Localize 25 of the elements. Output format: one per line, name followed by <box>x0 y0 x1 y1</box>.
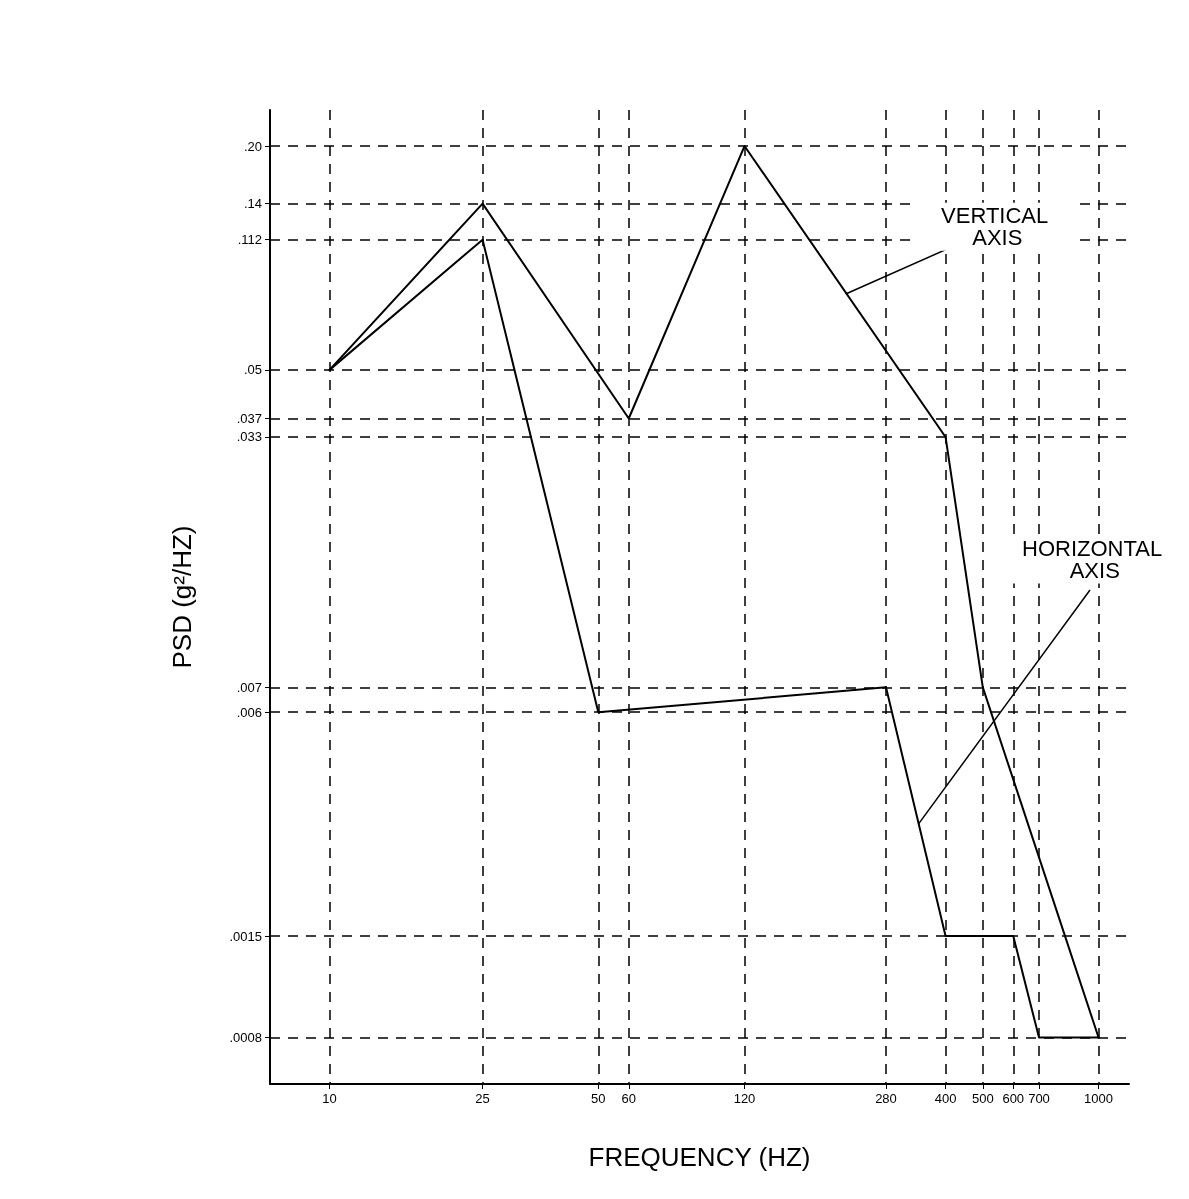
y-tick-label: .006 <box>236 704 262 720</box>
x-tick-label: 400 <box>934 1091 957 1106</box>
x-tick-label: 1000 <box>1084 1091 1114 1106</box>
x-tick-label: 120 <box>733 1091 756 1106</box>
y-tick-label: .0008 <box>229 1030 262 1046</box>
y-tick-label: .007 <box>236 679 262 695</box>
y-tick-label: .20 <box>243 138 262 154</box>
y-tick-label: .037 <box>236 410 262 426</box>
x-axis-title: FREQUENCY (HZ) <box>588 1142 811 1172</box>
y-tick-label: .05 <box>243 362 262 378</box>
annotation: HORIZONTAL AXIS <box>1022 536 1168 584</box>
x-tick-label: 25 <box>475 1091 490 1106</box>
x-tick-label: 600 <box>1002 1091 1025 1106</box>
y-tick-label: .14 <box>243 196 262 212</box>
y-axis-title: PSD (g²/HZ) <box>167 525 197 669</box>
annotation: VERTICAL AXIS <box>941 203 1054 251</box>
x-tick-label: 10 <box>322 1091 337 1106</box>
y-tick-label: .112 <box>237 232 262 248</box>
x-tick-label: 60 <box>621 1091 636 1106</box>
y-tick-label: .033 <box>236 429 262 445</box>
x-tick-label: 50 <box>591 1091 606 1106</box>
x-tick-label: 280 <box>875 1091 897 1106</box>
x-tick-label: 700 <box>1028 1091 1050 1106</box>
x-tick-label: 500 <box>971 1091 994 1106</box>
y-tick-label: .0015 <box>229 928 262 944</box>
